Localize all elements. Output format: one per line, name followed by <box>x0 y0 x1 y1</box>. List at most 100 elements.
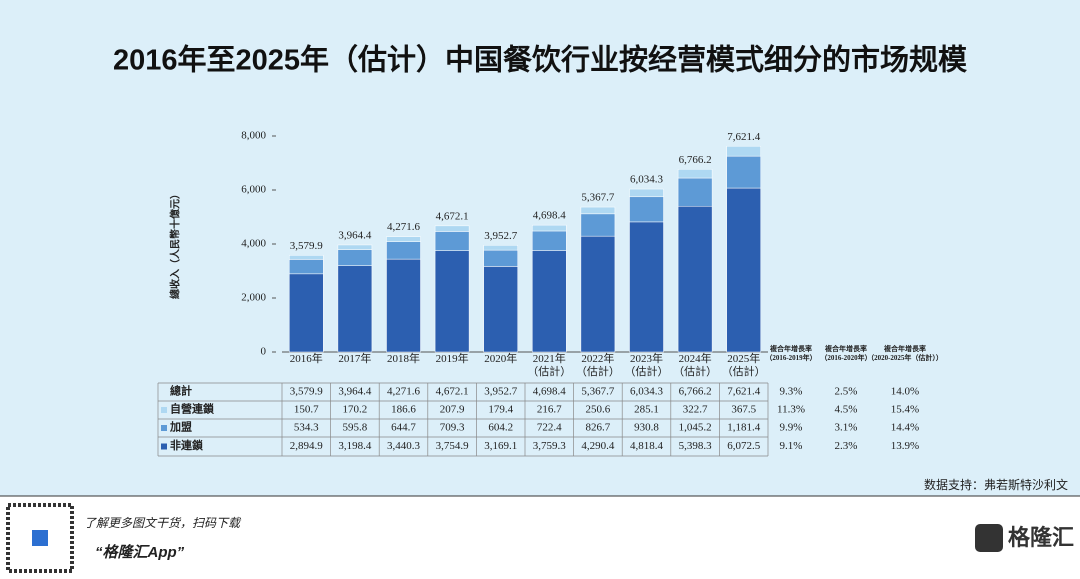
table-cell: 644.7 <box>391 422 416 434</box>
bar-segment <box>580 206 616 215</box>
chart-title: 2016年至2025年（估计）中国餐饮行业按经营模式细分的市场规模 <box>113 43 968 77</box>
table-cell: 367.5 <box>731 404 756 416</box>
table-cell: 3,964.4 <box>338 386 372 398</box>
bar-segment <box>629 221 664 353</box>
qr-logo <box>32 530 48 546</box>
bar-segment <box>289 259 324 275</box>
table-cell: 534.3 <box>294 422 319 434</box>
x-tick-label: 2017年 <box>338 353 372 365</box>
cagr-cell: 9.1% <box>780 440 803 452</box>
table-cell: 709.3 <box>440 422 465 434</box>
table-cell: 930.8 <box>634 422 659 434</box>
bar-segment <box>434 225 470 232</box>
table-cell: 826.7 <box>586 422 611 434</box>
y-tick-label: 8,000 <box>241 130 266 142</box>
table-cell: 285.1 <box>634 404 659 416</box>
legend-swatch <box>161 407 167 413</box>
bar-segment <box>629 196 664 223</box>
bar-segment <box>726 155 761 189</box>
cagr-cell: 9.9% <box>780 422 803 434</box>
bar-segment <box>677 205 713 353</box>
y-tick-label: 4,000 <box>241 238 266 250</box>
table-cell: 5,398.3 <box>679 440 713 452</box>
total-label: 6,034.3 <box>630 174 664 186</box>
bar-segment <box>386 236 421 242</box>
row-label: 非連鎖 <box>170 438 204 452</box>
bar-segment <box>677 177 713 207</box>
bar-segment <box>289 273 324 353</box>
y-tick-label: 0 <box>261 346 267 358</box>
bar-segment <box>532 224 567 232</box>
table-cell: 3,169.1 <box>484 440 517 452</box>
cagr-cell: 14.0% <box>891 386 919 398</box>
table-cell: 1,181.4 <box>727 422 761 434</box>
bar-segment <box>532 250 567 353</box>
table-cell: 4,290.4 <box>581 440 615 452</box>
total-label: 4,698.4 <box>533 210 567 222</box>
x-tick-label: 2025年 （估計） <box>721 353 766 378</box>
bar-segment <box>726 187 761 353</box>
bar-segment <box>289 255 324 260</box>
cagr-cell: 9.3% <box>780 386 803 398</box>
total-label: 7,621.4 <box>727 131 761 143</box>
table-cell: 3,440.3 <box>387 440 421 452</box>
cagr-header: 複合年增長率 （2020-2025年（估計）） <box>867 345 943 362</box>
cagr-cell: 2.3% <box>835 440 858 452</box>
table-cell: 6,034.3 <box>630 386 664 398</box>
x-tick-label: 2018年 <box>387 353 420 365</box>
row-label: 總計 <box>170 384 192 398</box>
cagr-cell: 15.4% <box>891 404 919 416</box>
total-label: 4,672.1 <box>436 210 469 222</box>
total-label: 3,964.4 <box>338 229 372 241</box>
table-cell: 3,759.3 <box>533 440 567 452</box>
legend-swatch <box>161 443 167 450</box>
table-cell: 6,766.2 <box>679 386 712 398</box>
bar-segment <box>483 249 518 267</box>
x-tick-label: 2024年 （估計） <box>673 353 718 378</box>
bar-segment <box>532 230 567 251</box>
total-label: 5,367.7 <box>581 192 615 204</box>
table-cell: 322.7 <box>683 404 708 416</box>
total-label: 4,271.6 <box>387 221 421 233</box>
table-cell: 207.9 <box>440 404 465 416</box>
logo-mark <box>975 524 1003 552</box>
table-cell: 250.6 <box>586 404 611 416</box>
x-tick-label: 2021年 （估計） <box>527 353 572 378</box>
cagr-header: 複合年增長率 （2016-2020年） <box>820 345 872 362</box>
footer-tagline: 了解更多图文干货，扫码下载 <box>84 516 242 530</box>
bar-segment <box>726 145 761 157</box>
footer-app: “格隆汇App” <box>95 544 185 561</box>
table-cell: 4,271.6 <box>387 386 421 398</box>
x-tick-label: 2022年 （估計） <box>575 353 620 378</box>
table-cell: 3,198.4 <box>338 440 372 452</box>
cagr-cell: 13.9% <box>891 440 919 452</box>
table-cell: 7,621.4 <box>727 386 761 398</box>
bar-segment <box>629 188 664 198</box>
table-cell: 595.8 <box>343 422 368 434</box>
table-cell: 216.7 <box>537 404 562 416</box>
table-cell: 5,367.7 <box>581 386 615 398</box>
x-tick-label: 2016年 <box>289 353 323 365</box>
table-cell: 150.7 <box>294 404 319 416</box>
x-tick-label: 2019年 <box>435 353 469 365</box>
logo-text: 格隆汇 <box>1008 525 1074 550</box>
cagr-header: 複合年增長率 （2016-2019年） <box>765 345 817 362</box>
bar-segment <box>677 169 713 179</box>
table-cell: 4,672.1 <box>436 386 469 398</box>
table-cell: 186.6 <box>391 404 416 416</box>
table-cell: 604.2 <box>488 422 513 434</box>
y-tick-label: 2,000 <box>241 292 266 304</box>
row-label: 加盟 <box>169 420 192 434</box>
x-tick-label: 2020年 <box>484 353 518 365</box>
table-cell: 6,072.5 <box>727 440 761 452</box>
total-label: 3,952.7 <box>484 230 518 242</box>
bar-segment <box>434 250 470 353</box>
bar-segment <box>337 265 373 353</box>
y-axis-label: 總收入（人民幣十億元） <box>168 189 181 299</box>
legend-swatch <box>161 425 167 431</box>
table-cell: 3,579.9 <box>290 386 324 398</box>
total-label: 6,766.2 <box>679 154 712 166</box>
table-cell: 179.4 <box>488 404 513 416</box>
